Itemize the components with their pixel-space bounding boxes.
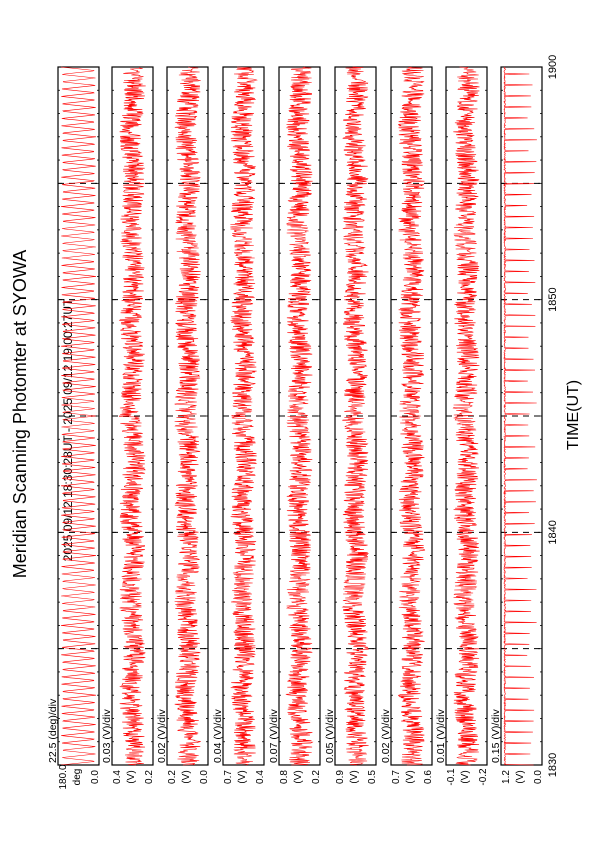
series-line bbox=[452, 66, 480, 766]
y-tick-label: 0.0 bbox=[90, 770, 101, 784]
panel-ch5: 0.05 (V)/div 0.9 0.5 (V) bbox=[324, 66, 378, 784]
scale-label: 0.02 (V)/div bbox=[156, 709, 168, 763]
y-tick-label: 0.9 bbox=[335, 770, 346, 784]
y-tick-label: 0.7 bbox=[391, 770, 402, 784]
scale-label: 0.01 (V)/div bbox=[435, 709, 447, 763]
y-tick-label: 0.4 bbox=[112, 770, 123, 784]
x-axis: 1830 1840 1850 1900 bbox=[547, 55, 559, 777]
scale-label: 0.07 (V)/div bbox=[268, 709, 280, 763]
panel-ch4: 0.07 (V)/div 0.8 0.2 (V) bbox=[268, 66, 322, 784]
y-tick-label: -0.2 bbox=[478, 768, 489, 786]
y-unit-label: (V) bbox=[181, 770, 192, 783]
series-line bbox=[398, 66, 426, 766]
series-line bbox=[341, 66, 369, 766]
y-unit-label: (V) bbox=[126, 770, 137, 783]
page-title: Meridian Scanning Photomter at SYOWA bbox=[10, 250, 30, 578]
x-tick-label: 1830 bbox=[547, 753, 559, 777]
scale-label: 0.02 (V)/div bbox=[380, 709, 392, 763]
time-range: 2025 09/12 18:30:28UT - 2025 09/12 19:00… bbox=[61, 298, 75, 561]
y-tick-label: 0.5 bbox=[367, 770, 378, 784]
panel-ch3: 0.04 (V)/div 0.7 0.4 (V) bbox=[212, 66, 266, 784]
y-unit-label: (V) bbox=[349, 770, 360, 783]
y-unit-label: (V) bbox=[515, 770, 526, 783]
x-tick-label: 1840 bbox=[547, 520, 559, 544]
y-tick-label: 0.4 bbox=[255, 770, 266, 784]
series-line bbox=[174, 66, 201, 766]
y-unit-label: (V) bbox=[460, 770, 471, 783]
panel-ch8: 0.15 (V)/div 1.2 0.0 (V) bbox=[490, 66, 544, 784]
panel-ch2: 0.02 (V)/div 0.2 0.0 (V) bbox=[156, 66, 210, 784]
scale-label: 0.15 (V)/div bbox=[490, 709, 502, 763]
y-tick-label: 0.2 bbox=[311, 770, 322, 784]
series-line bbox=[230, 66, 258, 766]
y-tick-label: 0.0 bbox=[533, 770, 544, 784]
scale-label: 0.04 (V)/div bbox=[212, 709, 224, 763]
series-line bbox=[285, 66, 314, 766]
y-tick-label: 0.8 bbox=[279, 770, 290, 784]
x-axis-label: TIME(UT) bbox=[565, 380, 582, 450]
y-tick-label: -0.1 bbox=[446, 768, 457, 786]
y-tick-label: 0.6 bbox=[423, 770, 434, 784]
y-tick-label: 0.0 bbox=[199, 770, 210, 784]
scale-label: 0.03 (V)/div bbox=[101, 709, 113, 763]
y-unit-label: deg bbox=[72, 769, 83, 786]
x-tick-label: 1850 bbox=[547, 287, 559, 311]
scale-label: 22.5 (deg)/div bbox=[47, 698, 59, 763]
y-tick-label: 180.0 bbox=[58, 764, 69, 789]
y-unit-label: (V) bbox=[293, 770, 304, 783]
panel-ch6: 0.02 (V)/div 0.7 0.6 (V) bbox=[380, 66, 434, 784]
series-line bbox=[503, 66, 537, 766]
panel-ch7: 0.01 (V)/div -0.1 -0.2 (V) bbox=[435, 66, 489, 786]
y-tick-label: 0.2 bbox=[144, 770, 155, 784]
series-line bbox=[60, 66, 97, 766]
y-tick-label: 0.7 bbox=[223, 770, 234, 784]
x-tick-label: 1900 bbox=[547, 55, 559, 79]
panel-ch1: 0.03 (V)/div 0.4 0.2 (V) bbox=[101, 66, 155, 784]
y-tick-label: 0.2 bbox=[167, 770, 178, 784]
series-line bbox=[118, 66, 146, 766]
y-unit-label: (V) bbox=[237, 770, 248, 783]
y-unit-label: (V) bbox=[405, 770, 416, 783]
y-tick-label: 1.2 bbox=[501, 770, 512, 784]
scale-label: 0.05 (V)/div bbox=[324, 709, 336, 763]
